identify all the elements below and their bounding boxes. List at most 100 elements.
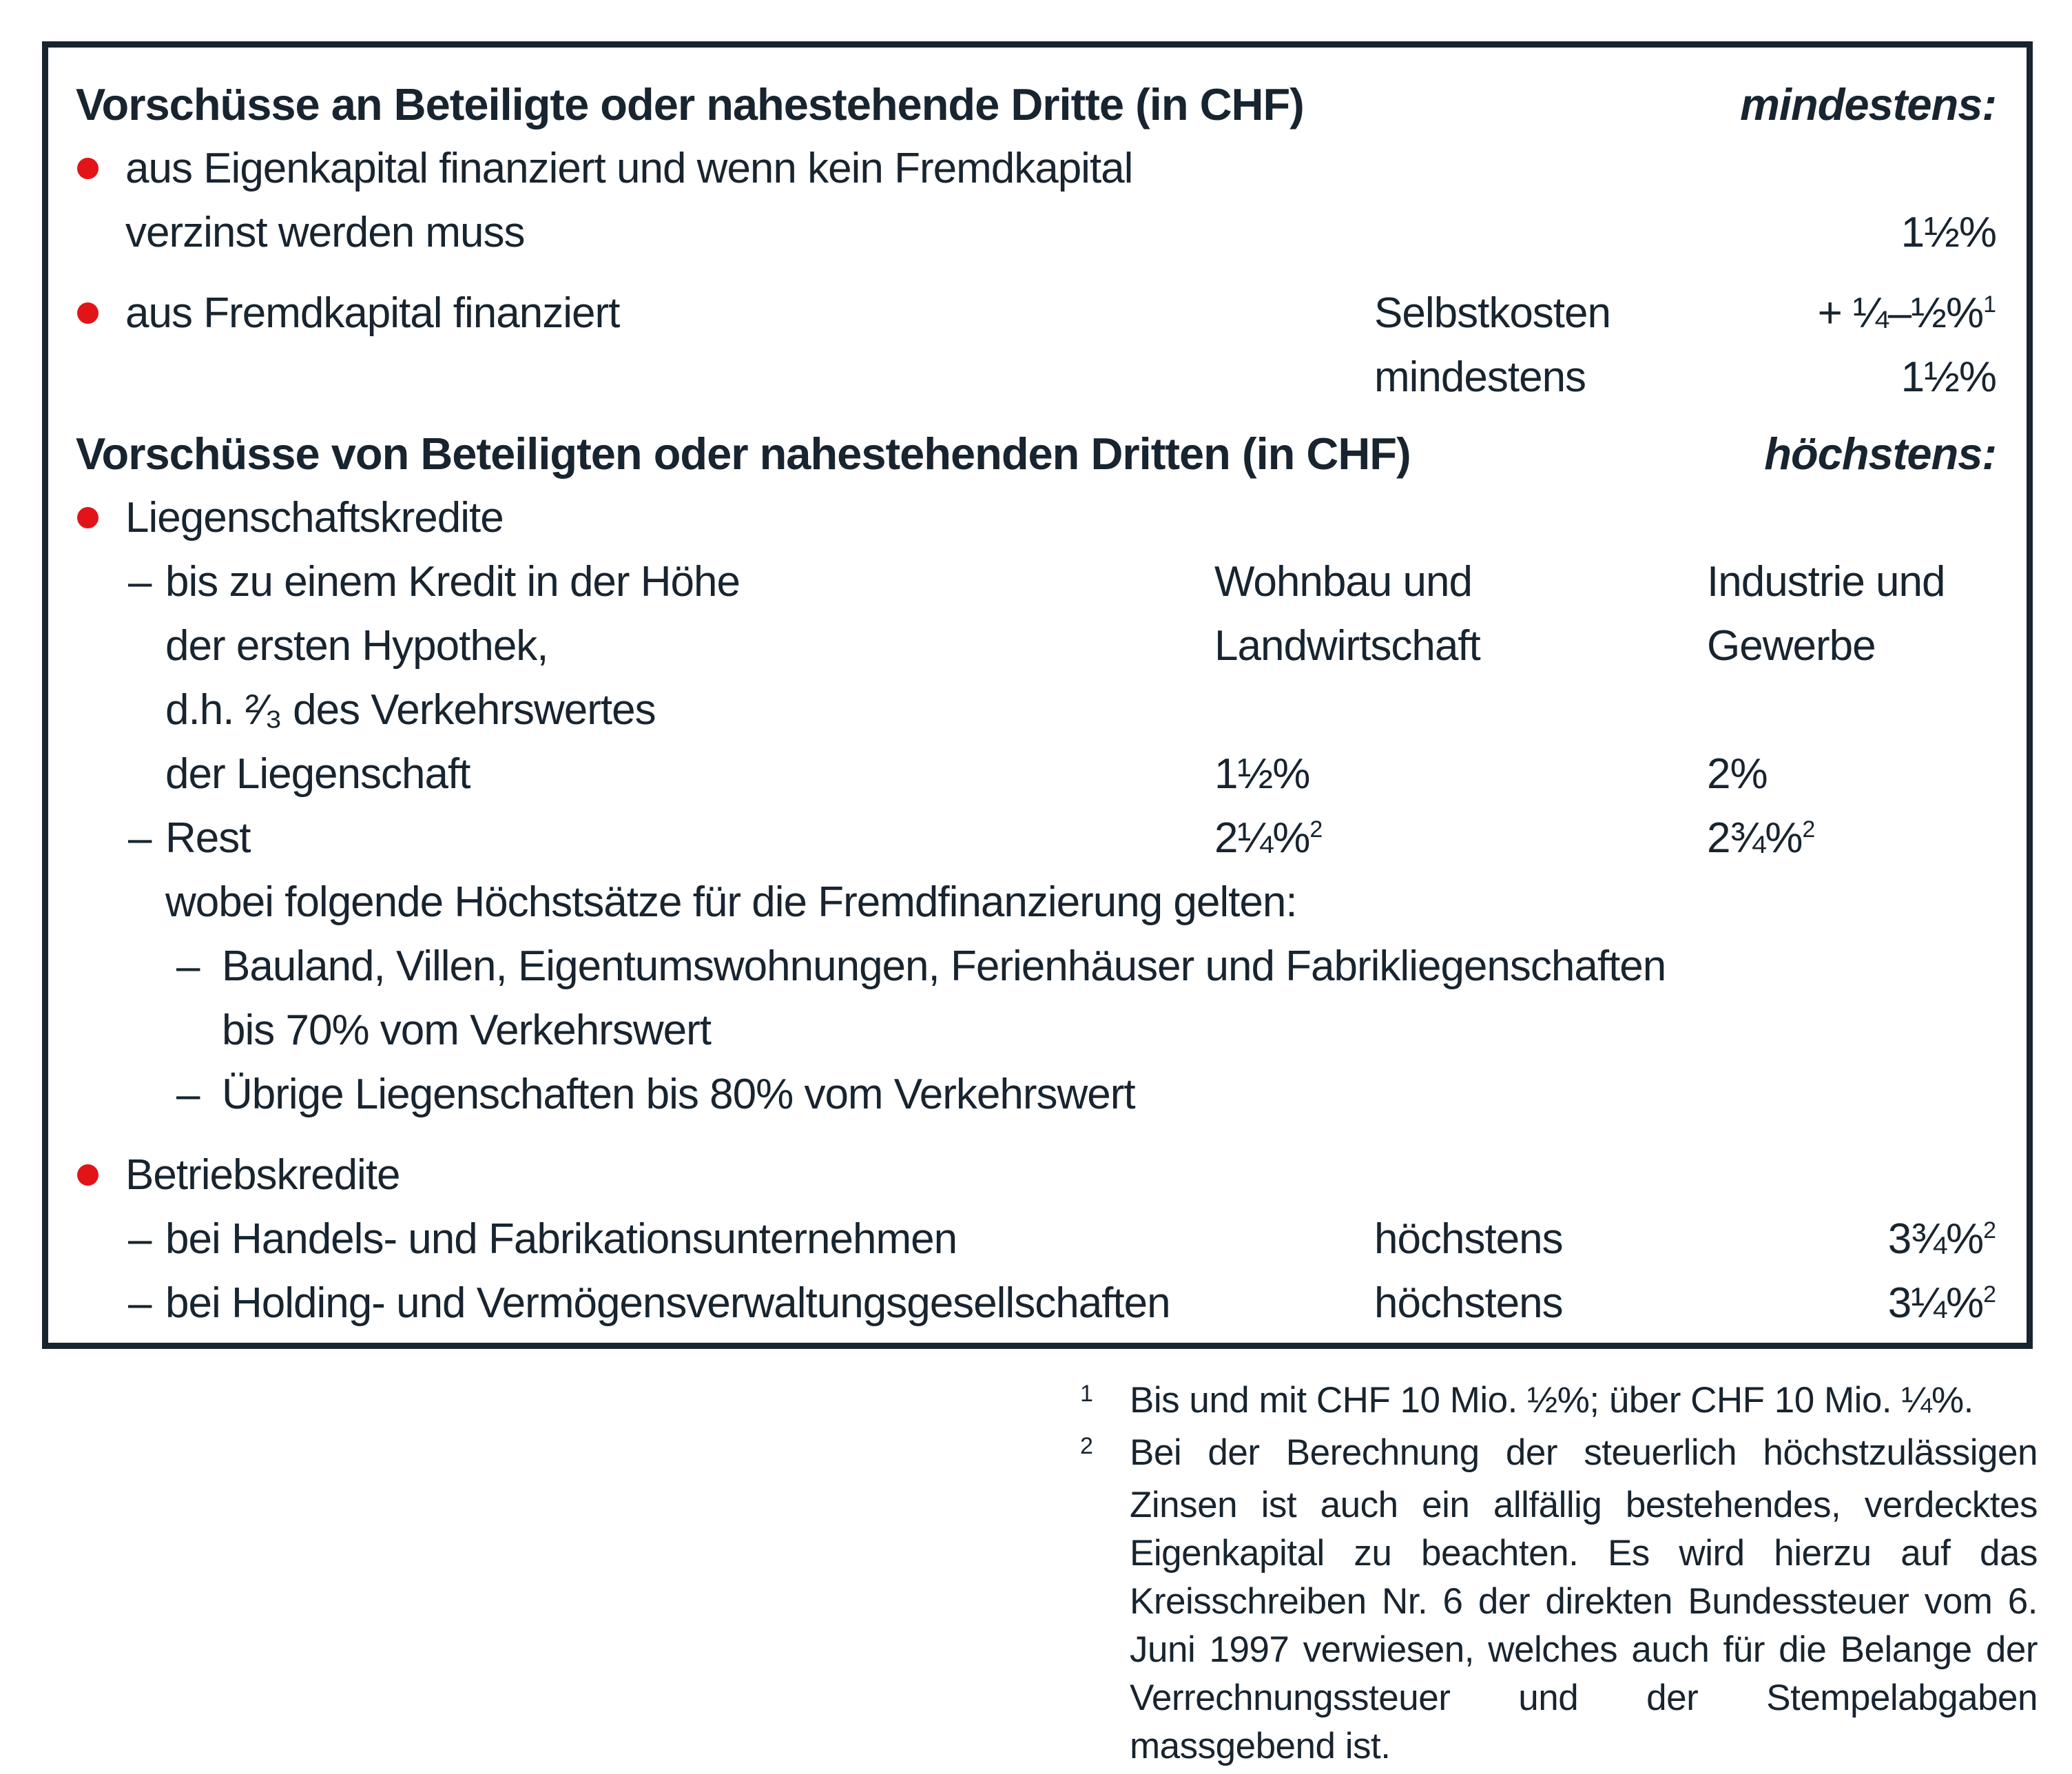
dash-icon: – xyxy=(176,1071,200,1118)
row-col3: Industrie und xyxy=(1707,550,1945,614)
row-col3-text: 2% xyxy=(1707,750,1768,798)
row-value-text: 3¼% xyxy=(1887,1279,1984,1327)
section-heading: Vorschüsse von Beteiligten oder nahesteh… xyxy=(76,429,1411,479)
row-text: Bauland, Villen, Eigentumswohnungen, Fer… xyxy=(222,942,1666,990)
row-text-text: der Liegenschaft xyxy=(165,750,470,798)
row-col2-text: Landwirtschaft xyxy=(1214,622,1481,670)
row-text: aus Fremdkapital finanziert xyxy=(125,289,620,337)
row-mid-label: Selbstkosten xyxy=(1374,281,1611,345)
row-text: bei Holding- und Vermögensverwaltungsges… xyxy=(165,1279,1171,1327)
dash-icon: – xyxy=(128,1215,152,1263)
row-text-text: Rest xyxy=(165,814,251,862)
row-text: der ersten Hypothek, xyxy=(165,622,549,670)
table-row: wobei folgende Höchstsätze für die Fremd… xyxy=(76,870,1996,934)
footnote-text: Bei der Berechnung der steuerlich höchst… xyxy=(1130,1432,2038,1766)
rates-table: Vorschüsse an Beteiligte oder nahestehen… xyxy=(42,41,2033,1349)
footnote: 1 Bis und mit CHF 10 Mio. ½%; über CHF 10… xyxy=(1080,1376,2038,1429)
row-text: Betriebskredite xyxy=(125,1151,401,1199)
table-row: – Bauland, Villen, Eigentumswohnungen, Fe… xyxy=(76,934,1996,998)
dash-icon: – xyxy=(128,1279,152,1327)
table-row: – bei Handels- und Fabrikationsunternehme… xyxy=(76,1207,1996,1271)
row-text-text: Bauland, Villen, Eigentumswohnungen, Fer… xyxy=(222,942,1666,990)
row-mid-label-text: mindestens xyxy=(1374,353,1586,401)
bullet-icon xyxy=(77,507,99,528)
section: Vorschüsse von Beteiligten oder nahesteh… xyxy=(76,422,1997,1335)
row-text-text: der ersten Hypothek, xyxy=(165,622,549,670)
row-value-text: 1½% xyxy=(1900,209,1997,256)
row-col3-text: Industrie und xyxy=(1707,558,1945,606)
row-mid-label-text: Selbstkosten xyxy=(1374,289,1611,337)
row-text: bis 70% vom Verkehrswert xyxy=(222,1007,712,1054)
row-value: 3¾%2 xyxy=(1888,1207,1996,1278)
table-row: Liegenschaftskredite xyxy=(76,486,1996,550)
bullet-icon xyxy=(77,1164,99,1186)
row-mid-label: höchstens xyxy=(1374,1271,1564,1335)
row-text-text: wobei folgende Höchstsätze für die Fremd… xyxy=(165,878,1298,926)
dash-icon: – xyxy=(128,814,152,862)
row-mid-label: höchstens xyxy=(1374,1207,1564,1271)
table-row: Betriebskredite xyxy=(76,1143,1996,1207)
row-text-text: Liegenschaftskredite xyxy=(125,494,504,542)
footnote-marker: 2 xyxy=(1080,1433,1093,1459)
row-text-text: d.h. ²⁄₃ des Verkehrswertes xyxy=(165,686,656,734)
row-text: d.h. ²⁄₃ des Verkehrswertes xyxy=(165,686,656,734)
row-value: 3¼%2 xyxy=(1888,1271,1996,1342)
row-text-text: bis 70% vom Verkehrswert xyxy=(222,1007,712,1054)
row-col3: 2¾%2 xyxy=(1707,806,1815,877)
row-col2-text: 1½% xyxy=(1214,750,1310,798)
table-row: der ersten Hypothek, Landwirtschaft Gewerb… xyxy=(76,614,1996,678)
row-text: bis zu einem Kredit in der Höhe xyxy=(165,558,740,606)
row-text-text: bei Handels- und Fabrikationsunternehmen xyxy=(165,1215,957,1263)
footnote: 2 Bei der Berechnung der steuerlich höchs… xyxy=(1080,1429,2038,1771)
row-value: 1½% xyxy=(1900,200,1997,265)
row-text: aus Eigenkapital finanziert und wenn kei… xyxy=(125,145,1133,192)
row-text: Übrige Liegenschaften bis 80% vom Verkeh… xyxy=(222,1071,1136,1118)
dash-icon: – xyxy=(128,558,152,606)
row-col2: 2¼%2 xyxy=(1214,806,1323,877)
row-col3: Gewerbe xyxy=(1707,614,1876,678)
row-text-text: aus Fremdkapital finanziert xyxy=(125,289,620,337)
row-text-text: Betriebskredite xyxy=(125,1151,401,1199)
row-col3-text: 2¾% xyxy=(1707,814,1803,862)
superscript: 2 xyxy=(1983,1217,1996,1244)
row-value-text: + ¼–½% xyxy=(1817,289,1984,337)
row-text: bei Handels- und Fabrikationsunternehmen xyxy=(165,1215,957,1263)
row-col3-text: Gewerbe xyxy=(1707,622,1876,670)
table-row: – bei Holding- und Vermögensverwaltungsge… xyxy=(76,1271,1996,1335)
row-text-text: aus Eigenkapital finanziert und wenn kei… xyxy=(125,145,1133,192)
row-value: + ¼–½%1 xyxy=(1818,281,1996,352)
table-row: verzinst werden muss 1½% xyxy=(76,200,1997,265)
superscript: 1 xyxy=(1983,291,1996,318)
bullet-icon xyxy=(77,158,99,179)
bullet-icon xyxy=(77,302,99,324)
row-value: 1½% xyxy=(1900,345,1997,409)
section-heading: Vorschüsse an Beteiligte oder nahestehen… xyxy=(76,79,1305,130)
row-text: der Liegenschaft xyxy=(165,750,470,798)
row-value-text: 1½% xyxy=(1900,353,1997,401)
row-col2: Landwirtschaft xyxy=(1214,614,1481,678)
row-mid-label-text: höchstens xyxy=(1374,1279,1564,1327)
table-row: der Liegenschaft 1½% 2% xyxy=(76,742,1996,806)
table-row: aus Eigenkapital finanziert und wenn kei… xyxy=(76,136,1996,200)
row-text-text: Übrige Liegenschaften bis 80% vom Verkeh… xyxy=(222,1071,1136,1118)
table-row: aus Fremdkapital finanziert Selbstkosten +… xyxy=(76,281,1996,345)
row-col3: 2% xyxy=(1707,742,1768,806)
table-row: mindestens 1½% xyxy=(76,345,1997,409)
row-text: Liegenschaftskredite xyxy=(125,494,504,542)
row-text-text: verzinst werden muss xyxy=(125,209,526,256)
footnotes: 1 Bis und mit CHF 10 Mio. ½%; über CHF 10… xyxy=(1080,1376,2038,1771)
row-text: wobei folgende Höchstsätze für die Fremd… xyxy=(165,878,1298,926)
section-heading-row: Vorschüsse von Beteiligten oder nahesteh… xyxy=(76,422,1997,486)
table-row: – Rest 2¼%2 2¾%2 xyxy=(76,806,1996,870)
row-col2-text: Wohnbau und xyxy=(1214,558,1473,606)
row-col2-text: 2¼% xyxy=(1214,814,1310,862)
dash-icon: – xyxy=(176,942,200,990)
row-col2: 1½% xyxy=(1214,742,1310,806)
row-text: verzinst werden muss xyxy=(125,209,526,256)
superscript: 2 xyxy=(1983,1281,1996,1308)
footnote-marker: 1 xyxy=(1080,1381,1093,1407)
section-heading-row: Vorschüsse an Beteiligte oder nahestehen… xyxy=(76,72,1997,136)
superscript: 2 xyxy=(1802,816,1816,843)
row-col2: Wohnbau und xyxy=(1214,550,1473,614)
